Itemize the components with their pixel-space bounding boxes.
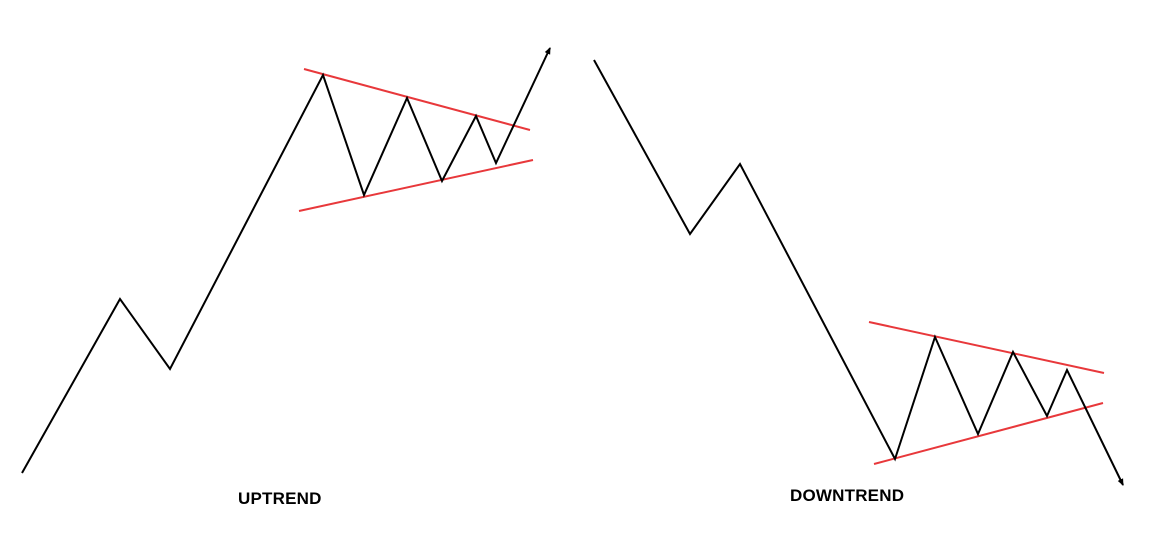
downtrend-caption: DOWNTREND [790, 486, 905, 505]
uptrend-panel [21, 47, 551, 474]
uptrend-caption: UPTREND [238, 489, 322, 508]
downtrend-price-line [593, 59, 1124, 486]
downtrend-upper-trendline [868, 321, 1105, 374]
downtrend-lower-trendline [873, 402, 1104, 465]
uptrend-price-line [21, 47, 551, 474]
downtrend-panel [593, 59, 1124, 486]
uptrend-lower-trendline [298, 159, 534, 212]
uptrend-upper-trendline [303, 68, 531, 131]
